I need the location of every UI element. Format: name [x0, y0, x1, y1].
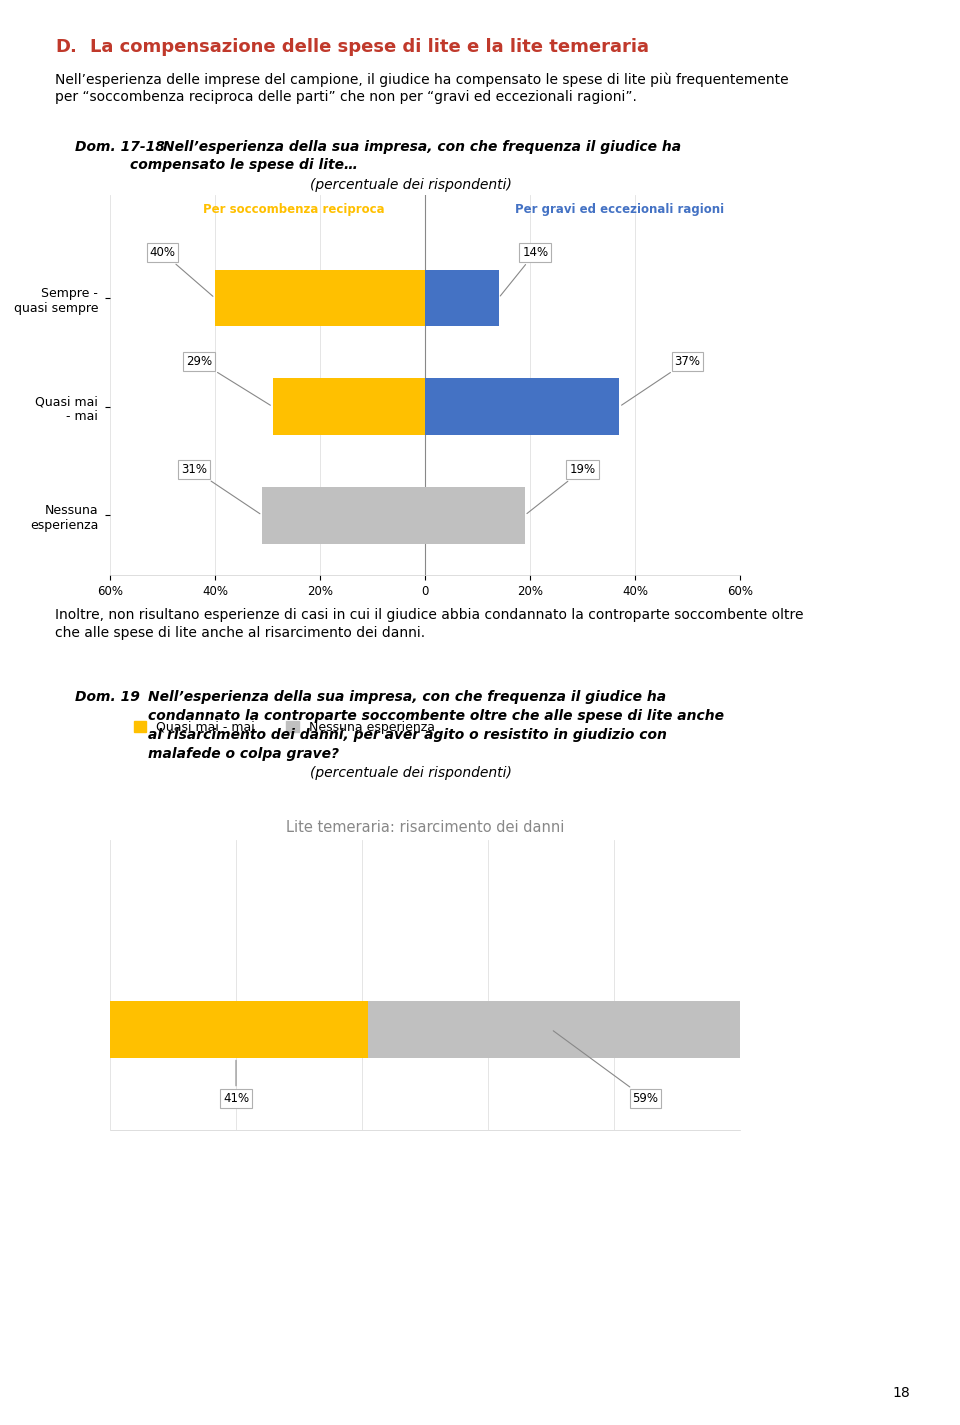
- Bar: [110, 1000, 369, 1057]
- Text: condannato la controparte soccombente oltre che alle spese di lite anche: condannato la controparte soccombente ol…: [148, 710, 724, 722]
- Bar: [425, 487, 525, 543]
- Text: Per soccombenza reciproca: Per soccombenza reciproca: [203, 202, 385, 215]
- Text: La compensazione delle spese di lite e la lite temeraria: La compensazione delle spese di lite e l…: [90, 38, 649, 56]
- Bar: [425, 379, 619, 435]
- Text: 14%: 14%: [500, 247, 548, 296]
- Text: 29%: 29%: [186, 355, 271, 405]
- Text: per “soccombenza reciproca delle parti” che non per “gravi ed eccezionali ragion: per “soccombenza reciproca delle parti” …: [55, 90, 636, 104]
- Text: malafede o colpa grave?: malafede o colpa grave?: [148, 747, 339, 761]
- Text: Per gravi ed eccezionali ragioni: Per gravi ed eccezionali ragioni: [515, 202, 724, 215]
- Text: 59%: 59%: [553, 1030, 659, 1104]
- Text: Dom. 19: Dom. 19: [75, 690, 140, 704]
- Text: 19%: 19%: [527, 463, 595, 513]
- Text: Inoltre, non risultano esperienze di casi in cui il giudice abbia condannato la : Inoltre, non risultano esperienze di cas…: [55, 608, 804, 621]
- Text: 41%: 41%: [223, 1060, 249, 1104]
- Text: D.: D.: [55, 38, 77, 56]
- Text: compensato le spese di lite…: compensato le spese di lite…: [130, 158, 358, 172]
- Bar: [273, 379, 425, 435]
- Bar: [425, 269, 498, 326]
- Text: che alle spese di lite anche al risarcimento dei danni.: che alle spese di lite anche al risarcim…: [55, 626, 425, 640]
- Text: 31%: 31%: [181, 463, 260, 514]
- Text: (percentuale dei rispondenti): (percentuale dei rispondenti): [310, 178, 512, 192]
- Text: 18: 18: [892, 1387, 910, 1399]
- Text: Nell’esperienza delle imprese del campione, il giudice ha compensato le spese di: Nell’esperienza delle imprese del campio…: [55, 73, 788, 87]
- Bar: [262, 487, 425, 543]
- Legend: Quasi mai - mai, Nessuna esperienza: Quasi mai - mai, Nessuna esperienza: [129, 715, 440, 738]
- Title: Lite temeraria: risarcimento dei danni: Lite temeraria: risarcimento dei danni: [286, 819, 564, 835]
- Text: Dom. 17-18: Dom. 17-18: [75, 140, 165, 154]
- Text: (percentuale dei rispondenti): (percentuale dei rispondenti): [310, 767, 512, 779]
- Text: al risarcimento dei danni, per aver agito o resistito in giudizio con: al risarcimento dei danni, per aver agit…: [148, 728, 667, 742]
- Text: 37%: 37%: [621, 355, 701, 405]
- Bar: [215, 269, 425, 326]
- Bar: [369, 1000, 740, 1057]
- Text: 40%: 40%: [150, 247, 213, 296]
- Text: Nell’esperienza della sua impresa, con che frequenza il giudice ha: Nell’esperienza della sua impresa, con c…: [148, 690, 666, 704]
- Text: Nell’esperienza della sua impresa, con che frequenza il giudice ha: Nell’esperienza della sua impresa, con c…: [163, 140, 682, 154]
